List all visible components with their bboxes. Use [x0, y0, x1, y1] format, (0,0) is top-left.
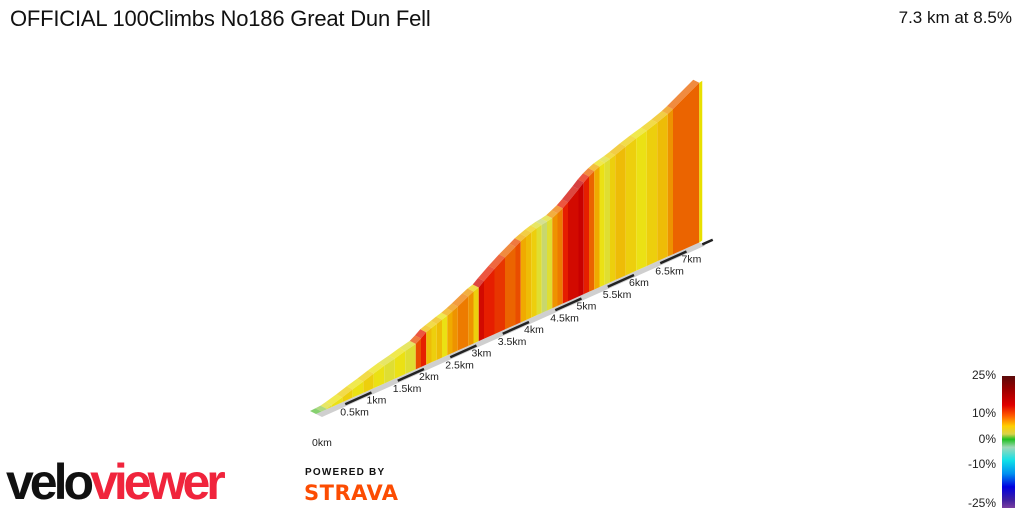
gradient-segment — [426, 328, 432, 365]
scale-tick-0: 25% — [971, 368, 996, 382]
page-title: OFFICIAL 100Climbs No186 Great Dun Fell — [10, 6, 431, 31]
gradient-segment — [536, 224, 542, 316]
scale-tick-2: 0% — [978, 432, 996, 446]
gradient-segment — [352, 381, 364, 398]
gradient-segment — [321, 408, 327, 412]
gradient-segment — [384, 358, 395, 384]
gradient-segment — [673, 82, 700, 255]
distance-tick-label: 3km — [472, 348, 492, 360]
distance-tick-label: 5km — [577, 301, 597, 313]
scale-tick-1: 10% — [971, 406, 996, 420]
scale-tick-3: -10% — [967, 457, 996, 471]
distance-tick-label: 0.5km — [340, 406, 369, 418]
strava-logo: STRAVA — [304, 481, 399, 505]
gradient-segment — [421, 332, 427, 367]
gradient-segment — [468, 291, 474, 346]
gradient-segment — [646, 122, 658, 266]
gradient-segment — [594, 166, 600, 290]
distance-tick-label: 3.5km — [498, 336, 527, 348]
gradient-segment — [373, 365, 385, 389]
gradient-segment — [473, 287, 479, 344]
gradient-color-scale — [1002, 376, 1015, 508]
logo-velo-text: velo — [6, 454, 94, 510]
gradient-segment — [431, 323, 437, 363]
gradient-segment — [415, 338, 421, 370]
gradient-segment — [478, 280, 484, 342]
gradient-segment — [599, 162, 605, 288]
gradient-segment — [583, 176, 589, 295]
gradient-segment — [331, 397, 343, 407]
gradient-segment — [515, 241, 521, 325]
gradient-segment — [436, 319, 442, 360]
gradient-segment — [447, 311, 453, 356]
distance-tick-label: 5.5km — [603, 289, 632, 301]
gradient-segment — [667, 109, 673, 257]
gradient-segment — [604, 159, 610, 285]
gradient-segment — [568, 189, 579, 302]
gradient-segment — [615, 146, 626, 281]
gradient-segment — [363, 373, 374, 393]
powered-by-label: POWERED BY — [305, 467, 386, 478]
gradient-segment — [505, 246, 516, 330]
gradient-segment — [457, 296, 469, 351]
gradient-segment — [405, 343, 416, 375]
gradient-segment — [552, 213, 558, 309]
gradient-segment — [484, 268, 495, 339]
gradient-segment — [531, 228, 537, 318]
gradient-segments — [310, 79, 703, 414]
gradient-segment — [562, 202, 568, 304]
gradient-segment — [326, 404, 332, 410]
gradient-segment — [494, 257, 505, 335]
gradient-segment — [452, 306, 458, 353]
scale-tick-4: -25% — [967, 496, 996, 510]
gradient-segment — [557, 208, 563, 306]
climb-summary: 7.3 km at 8.5% — [898, 8, 1012, 27]
gradient-segment — [657, 113, 668, 262]
distance-axis — [316, 238, 714, 417]
gradient-segment — [520, 236, 526, 323]
gradient-segment — [342, 389, 353, 403]
gradient-segment — [442, 315, 448, 358]
gradient-segment — [625, 138, 637, 276]
distance-tick-label: 6.5km — [655, 265, 684, 277]
gradient-segment — [547, 218, 553, 311]
gradient-segment — [578, 182, 584, 297]
gradient-segment — [636, 130, 647, 271]
distance-tick-label: 4km — [524, 324, 544, 336]
distance-tick-label: 1.5km — [393, 383, 422, 395]
logo-viewer-text: viewer — [90, 454, 226, 510]
distance-tick-label: 0km — [312, 437, 332, 449]
gradient-segment — [526, 232, 532, 320]
gradient-segment — [589, 171, 595, 292]
distance-tick-label: 1km — [367, 395, 387, 407]
distance-tick-label: 4.5km — [550, 312, 579, 324]
veloviewer-logo: veloviewer — [6, 452, 226, 512]
distance-tick-label: 2.5km — [445, 359, 474, 371]
distance-tick-label: 2km — [419, 371, 439, 383]
gradient-segment — [541, 221, 547, 313]
gradient-segment — [610, 155, 616, 283]
gradient-segment — [394, 351, 406, 379]
distance-tick-label: 7km — [682, 254, 702, 266]
gradient-segment — [316, 411, 322, 414]
distance-tick-label: 6km — [629, 277, 649, 289]
